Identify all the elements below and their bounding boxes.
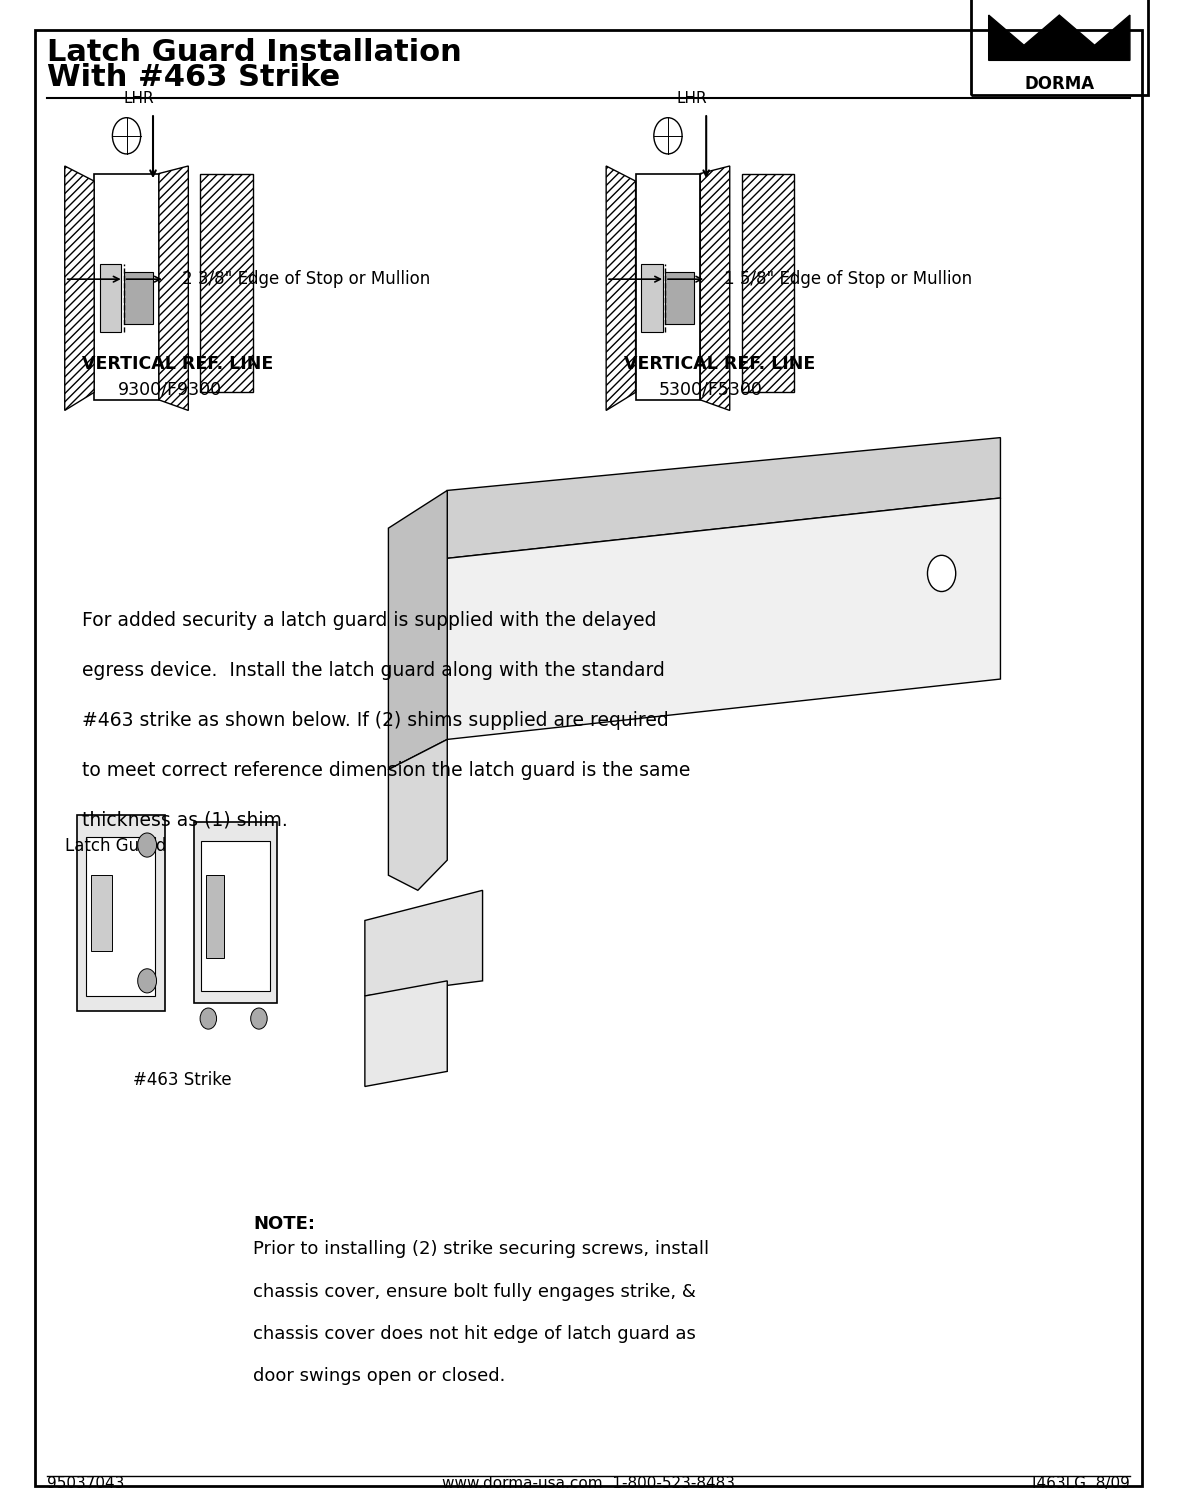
Polygon shape xyxy=(159,166,188,410)
Polygon shape xyxy=(606,166,636,410)
Polygon shape xyxy=(388,739,447,890)
Text: With #463 Strike: With #463 Strike xyxy=(47,63,340,92)
Bar xyxy=(94,174,159,400)
Text: Prior to installing (2) strike securing screws, install: Prior to installing (2) strike securing … xyxy=(253,1240,710,1259)
Polygon shape xyxy=(388,490,447,770)
Circle shape xyxy=(113,118,141,154)
Polygon shape xyxy=(365,981,447,1086)
Text: For added security a latch guard is supplied with the delayed: For added security a latch guard is supp… xyxy=(82,611,657,631)
Polygon shape xyxy=(989,15,1130,60)
Text: NOTE:: NOTE: xyxy=(253,1215,315,1233)
Text: 5300/F5300: 5300/F5300 xyxy=(659,380,763,398)
Bar xyxy=(86,837,155,996)
Circle shape xyxy=(654,118,683,154)
Text: 1 5/8" Edge of Stop or Mullion: 1 5/8" Edge of Stop or Mullion xyxy=(724,270,972,288)
Circle shape xyxy=(138,969,157,993)
Text: VERTICAL REF. LINE: VERTICAL REF. LINE xyxy=(82,355,273,373)
Text: Latch Guard: Latch Guard xyxy=(65,837,166,856)
Text: #463 strike as shown below. If (2) shims supplied are required: #463 strike as shown below. If (2) shims… xyxy=(82,711,670,730)
Bar xyxy=(200,174,253,392)
Polygon shape xyxy=(447,498,1000,739)
Polygon shape xyxy=(700,166,730,410)
Text: chassis cover, ensure bolt fully engages strike, &: chassis cover, ensure bolt fully engages… xyxy=(253,1283,696,1301)
Bar xyxy=(77,815,165,1011)
Text: to meet correct reference dimension the latch guard is the same: to meet correct reference dimension the … xyxy=(82,761,691,780)
Polygon shape xyxy=(65,166,94,410)
Text: 2 3/8" Edge of Stop or Mullion: 2 3/8" Edge of Stop or Mullion xyxy=(182,270,431,288)
Text: VERTICAL REF. LINE: VERTICAL REF. LINE xyxy=(624,355,814,373)
Circle shape xyxy=(927,555,956,592)
Circle shape xyxy=(251,1008,267,1029)
Polygon shape xyxy=(447,438,1000,558)
Bar xyxy=(742,174,794,392)
Circle shape xyxy=(200,1008,217,1029)
Text: DORMA: DORMA xyxy=(1024,75,1095,94)
Bar xyxy=(636,174,700,400)
Text: 9300/F9300: 9300/F9300 xyxy=(118,380,221,398)
Text: egress device.  Install the latch guard along with the standard: egress device. Install the latch guard a… xyxy=(82,661,665,681)
Bar xyxy=(194,822,277,1003)
Text: #463 Strike: #463 Strike xyxy=(133,1071,232,1089)
Polygon shape xyxy=(365,890,483,996)
Bar xyxy=(91,875,112,951)
Bar xyxy=(201,841,270,991)
Bar xyxy=(206,875,224,958)
Bar xyxy=(100,264,121,332)
Text: LHR: LHR xyxy=(677,91,707,106)
Text: Latch Guard Installation: Latch Guard Installation xyxy=(47,38,461,66)
Text: I463LG  8/09: I463LG 8/09 xyxy=(1032,1476,1130,1491)
Text: thickness as (1) shim.: thickness as (1) shim. xyxy=(82,810,288,830)
Bar xyxy=(641,264,663,332)
Bar xyxy=(124,272,153,324)
Text: door swings open or closed.: door swings open or closed. xyxy=(253,1367,505,1385)
Bar xyxy=(665,272,694,324)
Text: www.dorma-usa.com  1-800-523-8483: www.dorma-usa.com 1-800-523-8483 xyxy=(443,1476,734,1491)
Text: 95037043: 95037043 xyxy=(47,1476,125,1491)
Circle shape xyxy=(138,833,157,857)
Text: chassis cover does not hit edge of latch guard as: chassis cover does not hit edge of latch… xyxy=(253,1325,696,1343)
Text: LHR: LHR xyxy=(124,91,154,106)
